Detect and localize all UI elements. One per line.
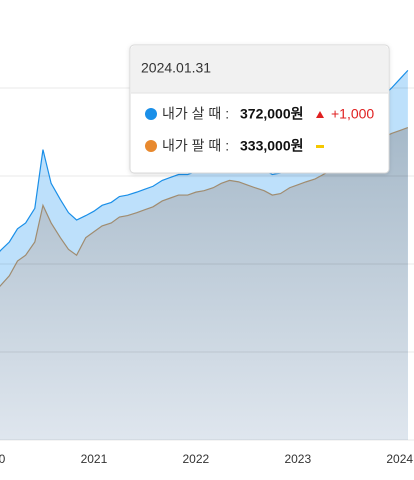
x-tick-label: 2024 — [386, 452, 413, 466]
legend-dot — [145, 108, 157, 120]
tooltip-label: 내가 팔 때 : — [162, 138, 229, 154]
up-arrow — [316, 111, 324, 118]
x-tick-label: 2021 — [81, 452, 108, 466]
tooltip-value: 333,000원 — [240, 138, 304, 154]
tooltip-label: 내가 살 때 : — [162, 106, 229, 122]
tooltip: 2024.01.31 내가 살 때 : 372,000원 +1,000 내가 팔… — [129, 44, 390, 174]
tooltip-header — [131, 46, 388, 93]
tooltip-value: 372,000원 — [240, 106, 304, 122]
sell-area — [0, 127, 408, 440]
no-change-mark — [316, 145, 324, 148]
legend-dot — [145, 140, 157, 152]
tooltip-date: 2024.01.31 — [141, 60, 211, 76]
x-tick-label: 2020 — [0, 452, 6, 466]
x-tick-label: 2022 — [183, 452, 210, 466]
x-tick-label: 2023 — [284, 452, 311, 466]
tooltip-change: +1,000 — [331, 106, 374, 122]
